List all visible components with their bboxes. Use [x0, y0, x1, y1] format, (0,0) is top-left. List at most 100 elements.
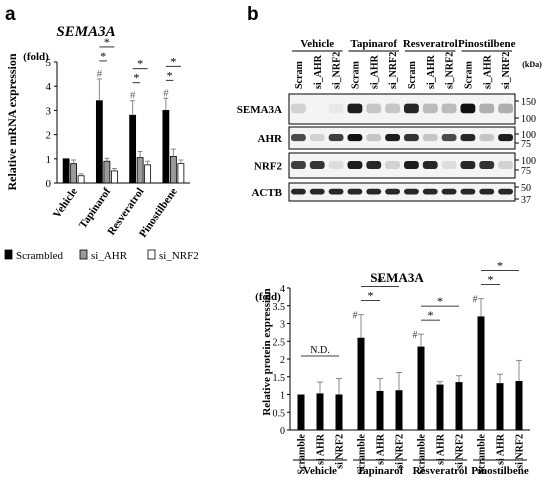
blot-lane-label: si_NRF2 — [501, 52, 512, 89]
blot-row-label: SEMA3A — [237, 104, 282, 116]
protein-bar — [515, 381, 523, 430]
protein-bar-label: si NRF2 — [455, 434, 466, 469]
protein-bar — [417, 346, 425, 430]
mrna-bar — [103, 160, 111, 184]
blot-lane-label: si_AHR — [313, 54, 324, 89]
blot-band — [385, 134, 400, 142]
protein-hash-mark: # — [473, 295, 478, 306]
blot-band — [347, 161, 363, 169]
blot-band — [347, 134, 363, 142]
blot-lane-label: Scram — [463, 61, 474, 89]
protein-significance-star: * — [497, 259, 503, 273]
blot-band — [404, 161, 419, 169]
blot-band — [385, 103, 400, 114]
blot-group-label: Resveratrol — [403, 38, 458, 50]
blot-band — [441, 103, 457, 114]
blot-band — [328, 188, 344, 195]
protein-y-tick-label: 2 — [280, 355, 285, 366]
blot-group-label: Pinostilbene — [458, 38, 516, 50]
mrna-significance-star: * — [167, 68, 173, 82]
protein-bar-label: Scramble — [477, 433, 488, 474]
blot-lane-label: Scram — [294, 61, 305, 89]
protein-unit-label: (fold) — [255, 291, 281, 303]
blot-lane-label: Scram — [350, 61, 361, 89]
blot-band — [291, 188, 306, 195]
protein-significance-star: * — [437, 294, 443, 308]
blot-lane-label: Scram — [407, 61, 418, 89]
blot-band — [291, 103, 306, 114]
mrna-y-tick-label: 0 — [46, 178, 52, 190]
blot-marker-label: 37 — [521, 195, 531, 206]
protein-bar-label: si NRF2 — [395, 434, 406, 469]
mrna-significance-star: * — [170, 54, 176, 68]
blot-band — [498, 161, 513, 169]
mrna-significance-star: * — [104, 35, 110, 49]
protein-bar — [357, 337, 365, 430]
blot-marker-label: 50 — [521, 183, 531, 194]
mrna-bar — [136, 157, 144, 184]
blot-band — [309, 188, 325, 195]
mrna-y-tick-label: 2 — [46, 130, 52, 142]
protein-y-tick-label: 0.5 — [273, 408, 286, 419]
blot-band — [328, 134, 344, 142]
protein-y-tick-label: 4 — [280, 284, 285, 295]
blot-band — [422, 161, 438, 169]
blot-marker-label: 100 — [521, 156, 536, 167]
blot-lane-label: si_NRF2 — [388, 52, 399, 89]
blot-band — [309, 134, 325, 142]
mrna-bar — [144, 164, 152, 184]
protein-significance-star: * — [488, 273, 494, 287]
blot-row-label: NRF2 — [254, 161, 283, 173]
protein-significance-star: * — [428, 308, 434, 322]
mrna-x-tick-label: Vehicle — [51, 186, 80, 221]
blot-row-frame — [288, 93, 516, 125]
legend-label: si_NRF2 — [159, 250, 199, 262]
blot-lane-label: si_AHR — [426, 54, 437, 89]
blot-band — [479, 134, 495, 142]
blot-row-label: ACTB — [251, 187, 282, 199]
protein-bar — [297, 394, 305, 430]
blot-band — [441, 134, 457, 142]
blot-band — [366, 161, 382, 169]
blot-band — [479, 103, 495, 114]
protein-chart-title: SEMA3A — [370, 270, 424, 285]
blot-band — [347, 188, 363, 195]
blot-row-label: AHR — [258, 133, 284, 145]
panel-b-label: b — [247, 4, 259, 25]
protein-y-tick-label: 1 — [280, 391, 285, 402]
blot-row-frame — [288, 152, 516, 179]
mrna-bar — [177, 163, 185, 184]
protein-bar — [477, 316, 485, 430]
blot-marker-label: 100 — [521, 114, 536, 125]
blot-marker-label: 150 — [521, 97, 536, 108]
protein-bar-label: si AHR — [376, 433, 387, 465]
protein-y-tick-label: 1.5 — [273, 373, 286, 384]
mrna-y-tick-label: 4 — [46, 81, 52, 93]
protein-bar-label: si AHR — [316, 433, 327, 465]
protein-y-tick-label: 3.5 — [273, 302, 286, 313]
protein-significance-star: * — [368, 289, 374, 303]
protein-group-label: Tapinarof — [357, 465, 404, 477]
blot-band — [498, 134, 513, 142]
protein-bar-label: Scramble — [357, 433, 368, 474]
mrna-unit-label: (fold) — [23, 51, 49, 63]
mrna-legend: Scrambled si_AHR si_NRF2 — [4, 249, 199, 262]
blot-band — [460, 161, 476, 169]
blot-band — [366, 103, 382, 114]
protein-group-label: Resveratrol — [413, 465, 468, 477]
blot-marker-label: 75 — [521, 139, 531, 150]
protein-y-axis-label: Relative protein expression — [261, 288, 273, 415]
panel-a-label: a — [5, 4, 16, 25]
protein-bar-label: si AHR — [496, 433, 507, 465]
blot-band — [404, 103, 419, 114]
legend-label: si_AHR — [91, 250, 128, 262]
blot-band — [385, 188, 400, 195]
protein-hash-mark: # — [413, 330, 418, 341]
protein-bar-chart: SEMA3A (fold) Relative protein expressio… — [255, 259, 530, 477]
protein-bar-label: si NRF2 — [515, 434, 526, 469]
blot-band — [328, 103, 344, 114]
protein-y-tick-label: 2.5 — [273, 337, 286, 348]
protein-group-label: Vehicle — [303, 465, 337, 477]
mrna-bar — [70, 163, 78, 184]
